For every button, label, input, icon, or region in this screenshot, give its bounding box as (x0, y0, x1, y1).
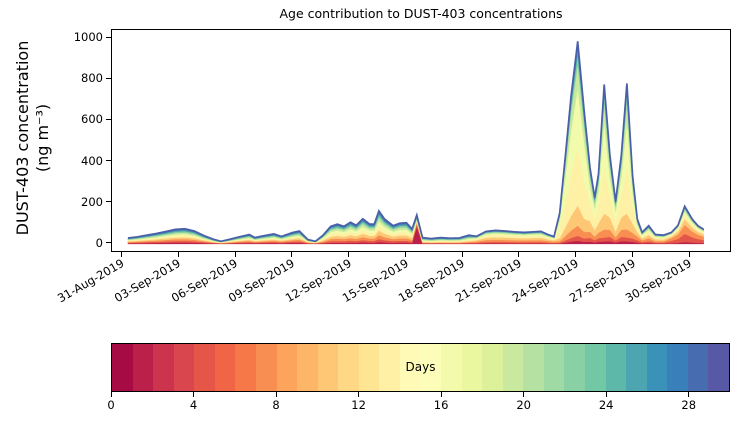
colorbar-tick-label: 8 (272, 398, 280, 412)
colorbar-segment (626, 344, 647, 391)
colorbar-segment (214, 344, 236, 391)
colorbar-segment (420, 344, 441, 391)
y-tick-label: 0 (95, 235, 103, 250)
colorbar-segment (461, 344, 483, 391)
colorbar-segment (235, 344, 256, 391)
y-tick-mark (106, 77, 111, 79)
colorbar-segment (173, 344, 195, 391)
colorbar-tick-label: 24 (598, 398, 614, 412)
x-tick-mark (291, 252, 293, 257)
colorbar-label: Days (405, 360, 436, 374)
y-tick-label: 600 (81, 112, 103, 127)
colorbar-tick-label: 20 (516, 398, 531, 412)
y-tick-label: 400 (81, 153, 103, 168)
x-tick-mark (120, 252, 122, 257)
colorbar-segment (523, 344, 544, 391)
colorbar-tick-mark (275, 392, 277, 397)
colorbar-tick-mark (193, 392, 195, 397)
colorbar-segment (112, 344, 133, 391)
colorbar-segment (255, 344, 277, 391)
colorbar-segment (297, 344, 318, 391)
colorbar-segment (441, 344, 462, 391)
x-tick-mark (404, 252, 406, 257)
colorbar-segment (646, 344, 668, 391)
colorbar-segment (317, 344, 339, 391)
colorbar-tick-mark (358, 392, 360, 397)
colorbar-gradient (112, 344, 729, 391)
colorbar-segment (482, 344, 503, 391)
colorbar (111, 343, 730, 392)
colorbar-segment (358, 344, 380, 391)
colorbar-tick-mark (110, 392, 112, 397)
y-tick-label: 200 (81, 194, 103, 209)
colorbar-segment (194, 344, 215, 391)
colorbar-segment (543, 344, 565, 391)
colorbar-segment (605, 344, 627, 391)
colorbar-segment (153, 344, 174, 391)
stack-top-edge (127, 41, 705, 243)
colorbar-tick-label: 16 (433, 398, 449, 412)
y-tick-label: 1000 (73, 30, 103, 45)
colorbar-segment (276, 344, 298, 391)
colorbar-tick-mark (605, 392, 607, 397)
y-tick-mark (106, 118, 111, 120)
x-tick-mark (575, 252, 577, 257)
stacked-area-series (127, 41, 705, 245)
colorbar-segment (399, 344, 421, 391)
x-tick-mark (632, 252, 634, 257)
plot-area (111, 29, 731, 252)
colorbar-segment (379, 344, 400, 391)
y-tick-mark (106, 160, 111, 162)
colorbar-segment (338, 344, 359, 391)
colorbar-tick-label: 4 (189, 398, 198, 412)
colorbar-segment (502, 344, 524, 391)
colorbar-tick-label: 28 (681, 398, 697, 412)
x-tick-mark (348, 252, 350, 257)
colorbar-segment (708, 344, 729, 391)
colorbar-segment (564, 344, 585, 391)
colorbar-segment (667, 344, 688, 391)
y-tick-mark (106, 242, 111, 244)
x-tick-mark (177, 252, 179, 257)
y-tick-label: 800 (81, 71, 103, 86)
y-tick-mark (106, 201, 111, 203)
colorbar-segment (687, 344, 709, 391)
colorbar-tick-mark (440, 392, 442, 397)
x-tick-mark (234, 252, 236, 257)
colorbar-tick-mark (688, 392, 690, 397)
colorbar-tick-mark (523, 392, 525, 397)
colorbar-segment (132, 344, 154, 391)
x-tick-mark (688, 252, 690, 257)
colorbar-tick-label: 0 (107, 398, 115, 412)
y-tick-mark (106, 36, 111, 38)
colorbar-segment (584, 344, 606, 391)
chart-title: Age contribution to DUST-403 concentrati… (279, 6, 563, 21)
colorbar-tick-label: 12 (351, 398, 366, 412)
x-tick-mark (461, 252, 463, 257)
x-tick-mark (518, 252, 520, 257)
